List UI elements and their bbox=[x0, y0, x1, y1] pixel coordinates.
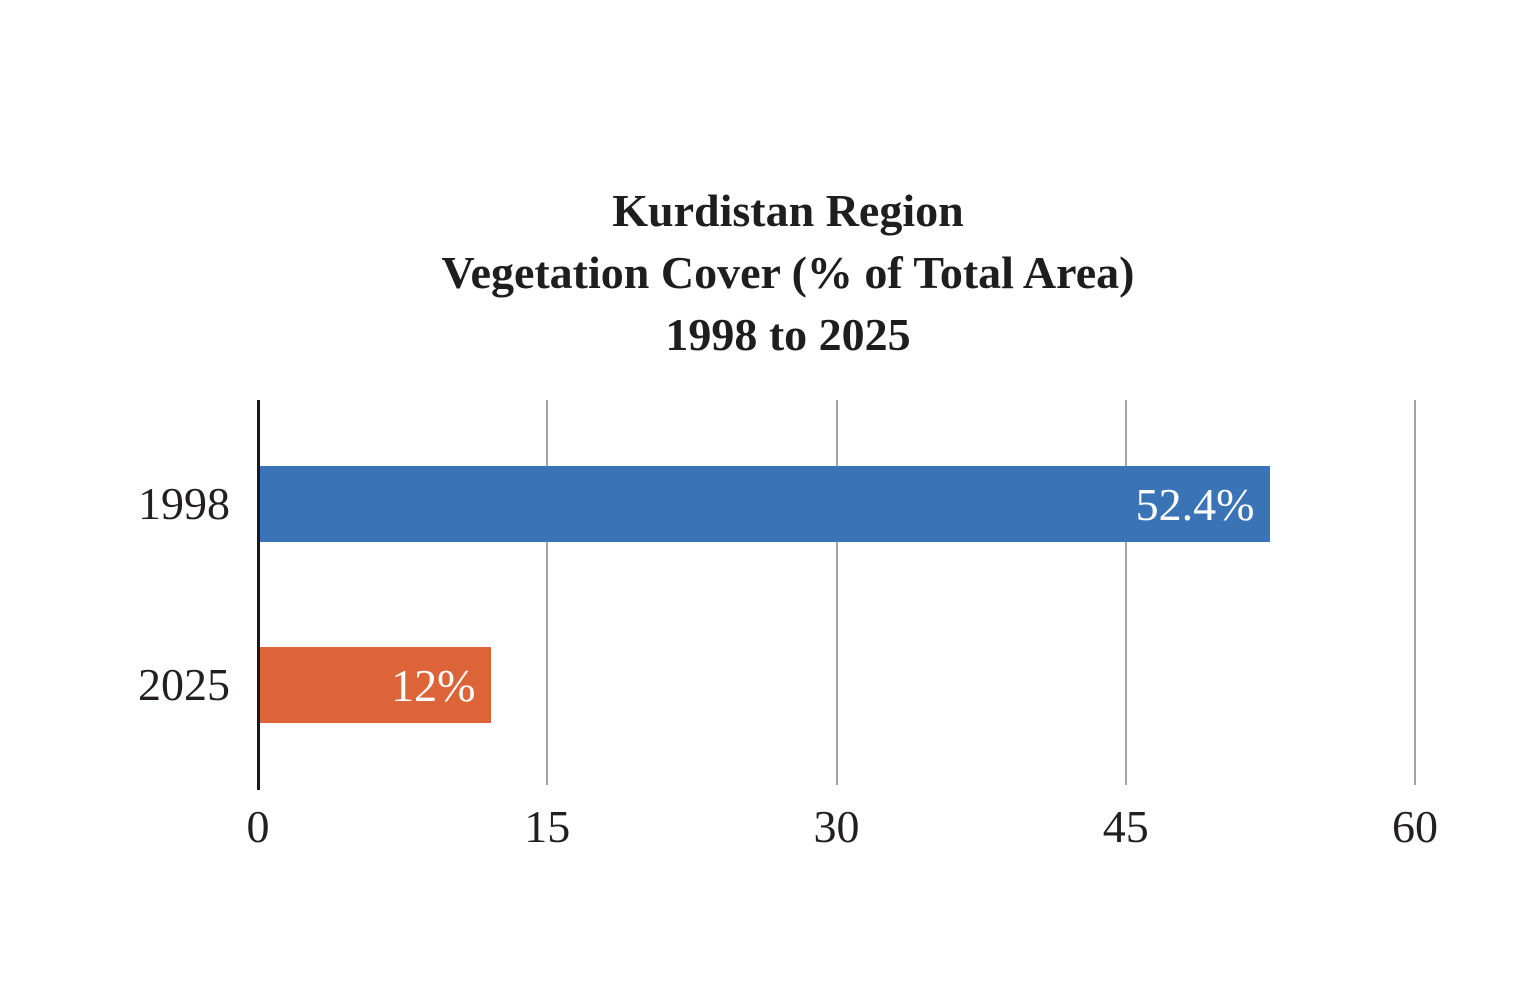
chart-title: Kurdistan Region Vegetation Cover (% of … bbox=[23, 180, 1530, 366]
category-label-2025: 2025 bbox=[138, 659, 230, 710]
bar-value-label-2025: 12% bbox=[391, 659, 476, 711]
bar-2025: 12% bbox=[260, 647, 492, 723]
x-tick-label-30: 30 bbox=[813, 801, 860, 852]
x-tick-label-60: 60 bbox=[1392, 801, 1438, 852]
gridline-x-15 bbox=[546, 400, 549, 785]
x-tick-label-45: 45 bbox=[1102, 801, 1149, 852]
x-tick-label-0: 0 bbox=[246, 801, 270, 852]
plot-area: 52.4% 12% bbox=[257, 400, 1416, 790]
bar-value-label-1998: 52.4% bbox=[1135, 478, 1255, 530]
gridline-x-45 bbox=[1124, 400, 1127, 785]
x-tick-label-15: 15 bbox=[524, 801, 571, 852]
chart-title-line-3: 1998 to 2025 bbox=[665, 309, 911, 360]
y-axis-line bbox=[257, 400, 260, 790]
gridline-x-30 bbox=[835, 400, 838, 785]
chart-title-line-2: Vegetation Cover (% of Total Area) bbox=[441, 247, 1135, 298]
gridline-x-60 bbox=[1414, 400, 1416, 785]
chart-title-line-1: Kurdistan Region bbox=[612, 185, 964, 236]
bar-1998: 52.4% bbox=[260, 466, 1271, 542]
category-label-1998: 1998 bbox=[138, 478, 230, 529]
